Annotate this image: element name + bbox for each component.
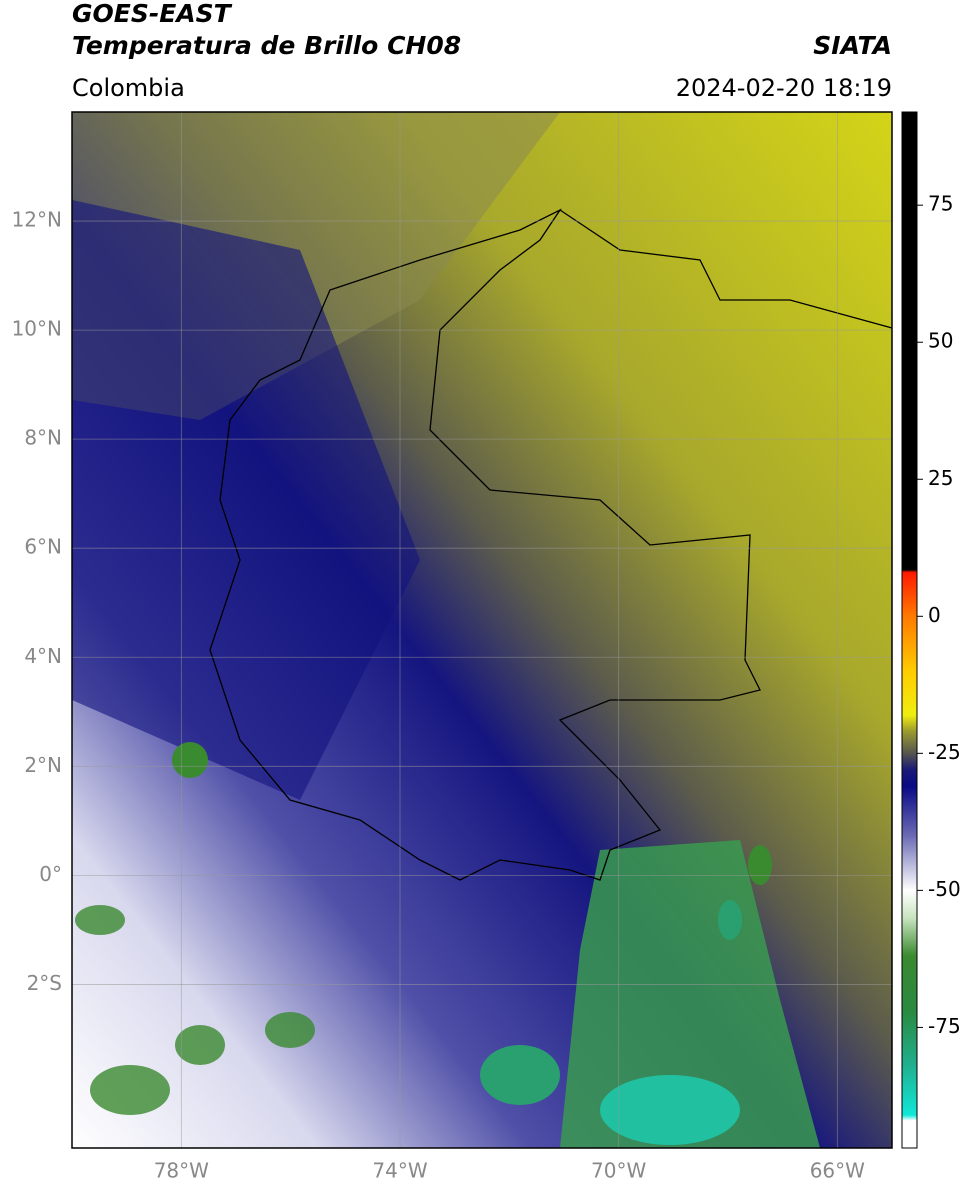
colorbar-tick-label: -50 — [928, 877, 961, 901]
lon-tick-label: 66°W — [810, 1159, 865, 1183]
lat-tick-label: 8°N — [24, 426, 62, 450]
brand: SIATA — [813, 31, 892, 60]
cold-cloud — [560, 840, 820, 1148]
cold-cloud — [175, 1025, 225, 1065]
colorbar-tick-label: 25 — [928, 466, 953, 490]
cold-cloud — [75, 905, 125, 935]
cold-cloud — [172, 742, 208, 778]
lat-tick-label: 0° — [39, 862, 62, 886]
colorbar — [901, 111, 918, 1149]
cold-cloud — [718, 900, 742, 940]
lat-tick-label: 6°N — [24, 535, 62, 559]
country-border — [209, 208, 761, 881]
coastline — [559, 209, 892, 329]
title: GOES-EAST — [72, 0, 233, 28]
lon-tick-label: 74°W — [372, 1159, 427, 1183]
colorbar-tick-label: 50 — [928, 329, 953, 353]
cold-cloud — [90, 1065, 170, 1115]
imagery — [72, 112, 892, 1148]
colorbar-tick-label: 0 — [928, 603, 941, 627]
colorbar-tick-label: -75 — [928, 1014, 961, 1038]
lat-tick-label: 2°N — [24, 753, 62, 777]
cold-cloud — [480, 1045, 560, 1105]
colorbar-tick-label: 75 — [928, 192, 953, 216]
lat-tick-label: 2°S — [27, 971, 62, 995]
lon-tick-label: 78°W — [154, 1159, 209, 1183]
cloud-band — [72, 200, 420, 800]
colorbar-tick-label: -25 — [928, 740, 961, 764]
cold-cloud — [600, 1075, 740, 1145]
map-frame — [71, 111, 893, 1149]
lat-tick-label: 10°N — [12, 317, 62, 341]
lat-tick-label: 12°N — [12, 208, 62, 232]
graticule — [72, 112, 892, 1148]
region: Colombia — [72, 74, 185, 102]
title: Temperatura de Brillo CH08 — [72, 31, 461, 60]
timestamp: 2024-02-20 18:19 — [676, 74, 892, 102]
lon-tick-label: 70°W — [591, 1159, 646, 1183]
lat-tick-label: 4°N — [24, 644, 62, 668]
cold-cloud — [265, 1012, 315, 1048]
cold-cloud — [748, 845, 772, 885]
